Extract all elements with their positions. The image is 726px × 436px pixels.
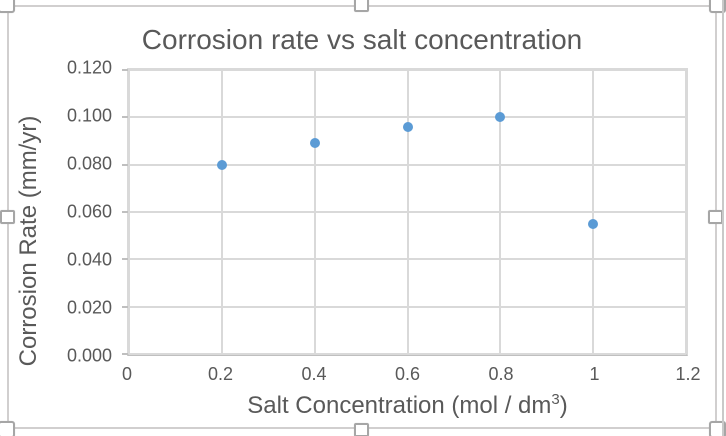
resize-handle-left[interactable] [0, 210, 15, 224]
gridline-horizontal [129, 353, 686, 355]
resize-handle-top-left[interactable] [0, 0, 15, 13]
data-point[interactable] [495, 112, 506, 123]
x-axis-title-superscript: 3 [551, 391, 560, 408]
chart-area[interactable] [7, 5, 717, 429]
y-tick-label: 0.120 [66, 57, 112, 78]
x-tick-label: 0.4 [301, 364, 327, 384]
data-point[interactable] [588, 218, 599, 229]
x-axis[interactable]: 0 0.2 0.4 0.6 0.8 1 1.2 [122, 364, 701, 386]
y-tick-mark [122, 353, 128, 355]
y-tick-mark [122, 305, 128, 308]
x-tick-label: 1.2 [675, 364, 701, 384]
y-tick-label: 0.060 [66, 201, 112, 222]
y-tick-label: 0.100 [66, 105, 112, 126]
resize-handle-bottom[interactable] [354, 423, 369, 436]
y-tick-mark [122, 116, 128, 119]
x-axis-title[interactable]: Salt Concentration (mol / dm3) [127, 392, 688, 420]
y-tick-mark [122, 258, 128, 261]
adjacent-object-edge [722, 0, 724, 436]
y-tick-mark [122, 69, 128, 71]
x-tick-label: 1 [589, 364, 600, 384]
gridline-vertical [406, 70, 409, 354]
x-axis-title-text: Salt Concentration (mol / dm [247, 392, 552, 419]
gridline-vertical [128, 70, 130, 354]
y-tick-mark [122, 211, 128, 213]
gridline-vertical [499, 70, 502, 354]
gridline-vertical [313, 70, 316, 354]
data-point[interactable] [309, 138, 320, 149]
chart-title-overlay[interactable]: Corrosion rate vs salt concentration [141, 24, 583, 55]
gridline-vertical [220, 70, 223, 354]
x-tick-label: 0.6 [394, 364, 421, 384]
y-tick-label: 0.080 [66, 153, 112, 174]
x-axis-title-suffix: ) [559, 392, 568, 419]
data-point[interactable] [216, 159, 227, 170]
plot-area[interactable] [122, 68, 688, 356]
gridline-vertical [592, 70, 595, 354]
x-tick-label: 0 [121, 364, 133, 384]
gridline-vertical [685, 70, 687, 354]
y-tick-label: 0.020 [66, 297, 112, 318]
x-tick-label: 0.8 [488, 364, 514, 384]
data-point[interactable] [402, 121, 413, 132]
y-tick-label: 0.000 [66, 345, 112, 366]
y-tick-mark [122, 163, 128, 166]
y-axis[interactable]: 0.000 0.020 0.040 0.060 0.080 0.100 0.120 [40, 58, 112, 366]
resize-handle-top[interactable] [354, 0, 369, 12]
resize-handle-right[interactable] [708, 210, 723, 224]
resize-handle-bottom-right[interactable] [709, 421, 726, 436]
resize-handle-bottom-left[interactable] [0, 421, 15, 436]
y-tick-label: 0.040 [66, 249, 112, 270]
y-axis-title[interactable]: Corrosion Rate (mm/yr) [15, 115, 42, 367]
resize-handle-top-right[interactable] [709, 0, 726, 13]
x-tick-label: 0.2 [207, 364, 234, 384]
